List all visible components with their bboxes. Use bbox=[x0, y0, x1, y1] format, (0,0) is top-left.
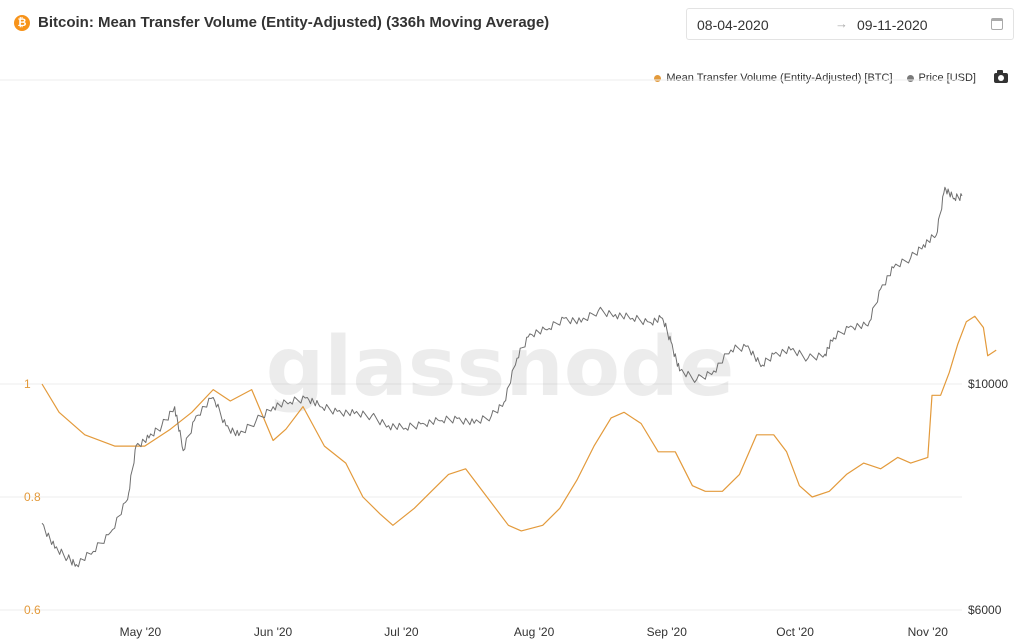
calendar-icon[interactable] bbox=[991, 18, 1003, 30]
bitcoin-icon: ₿ bbox=[14, 14, 30, 31]
x-tick-label: Jun '20 bbox=[254, 625, 293, 639]
legend-label-volume: Mean Transfer Volume (Entity-Adjusted) [… bbox=[666, 72, 893, 84]
legend-item-volume[interactable]: Mean Transfer Volume (Entity-Adjusted) [… bbox=[654, 72, 893, 84]
y-left-tick-label: 0.6 bbox=[24, 603, 41, 617]
watermark: glassnode bbox=[266, 320, 735, 415]
date-start-field[interactable]: 08-04-2020 bbox=[697, 17, 769, 33]
tick-layer: 0.6 0.8 1 $6000 $10000 May '20 Jun '20 Jul '20 A… bbox=[24, 377, 1008, 639]
y-left-tick-label: 1 bbox=[24, 377, 31, 391]
legend-item-price[interactable]: Price [USD] bbox=[906, 72, 976, 84]
legend-label-price: Price [USD] bbox=[918, 72, 976, 84]
arrow-right-icon: → bbox=[835, 16, 848, 31]
date-range-picker[interactable]: 08-04-2020 → 09-11-2020 bbox=[686, 8, 1014, 40]
series-layer bbox=[41, 186, 997, 568]
x-tick-label: Sep '20 bbox=[647, 625, 688, 639]
title-wrap: ₿ Bitcoin: Mean Transfer Volume (Entity-… bbox=[14, 14, 549, 31]
x-tick-label: Aug '20 bbox=[514, 625, 555, 639]
series-line-price bbox=[41, 186, 963, 568]
x-tick-label: May '20 bbox=[120, 625, 162, 639]
x-tick-label: Jul '20 bbox=[384, 625, 419, 639]
series-line-transfer-volume bbox=[41, 315, 997, 532]
legend-dot-volume bbox=[654, 74, 662, 82]
grid-lines bbox=[0, 79, 962, 611]
chart-title: Bitcoin: Mean Transfer Volume (Entity-Ad… bbox=[38, 14, 550, 31]
y-left-tick-label: 0.8 bbox=[24, 490, 41, 504]
x-tick-label: Oct '20 bbox=[776, 625, 814, 639]
y-right-tick-label: $10000 bbox=[968, 377, 1008, 391]
chart-header: ₿ Bitcoin: Mean Transfer Volume (Entity-… bbox=[0, 0, 1024, 52]
camera-icon[interactable] bbox=[994, 70, 1008, 83]
date-end-field[interactable]: 09-11-2020 bbox=[857, 17, 928, 33]
chart-legend: Mean Transfer Volume (Entity-Adjusted) [… bbox=[640, 70, 1008, 84]
legend-dot-price bbox=[906, 74, 914, 82]
y-right-tick-label: $6000 bbox=[968, 603, 1002, 617]
x-tick-label: Nov '20 bbox=[908, 625, 949, 639]
